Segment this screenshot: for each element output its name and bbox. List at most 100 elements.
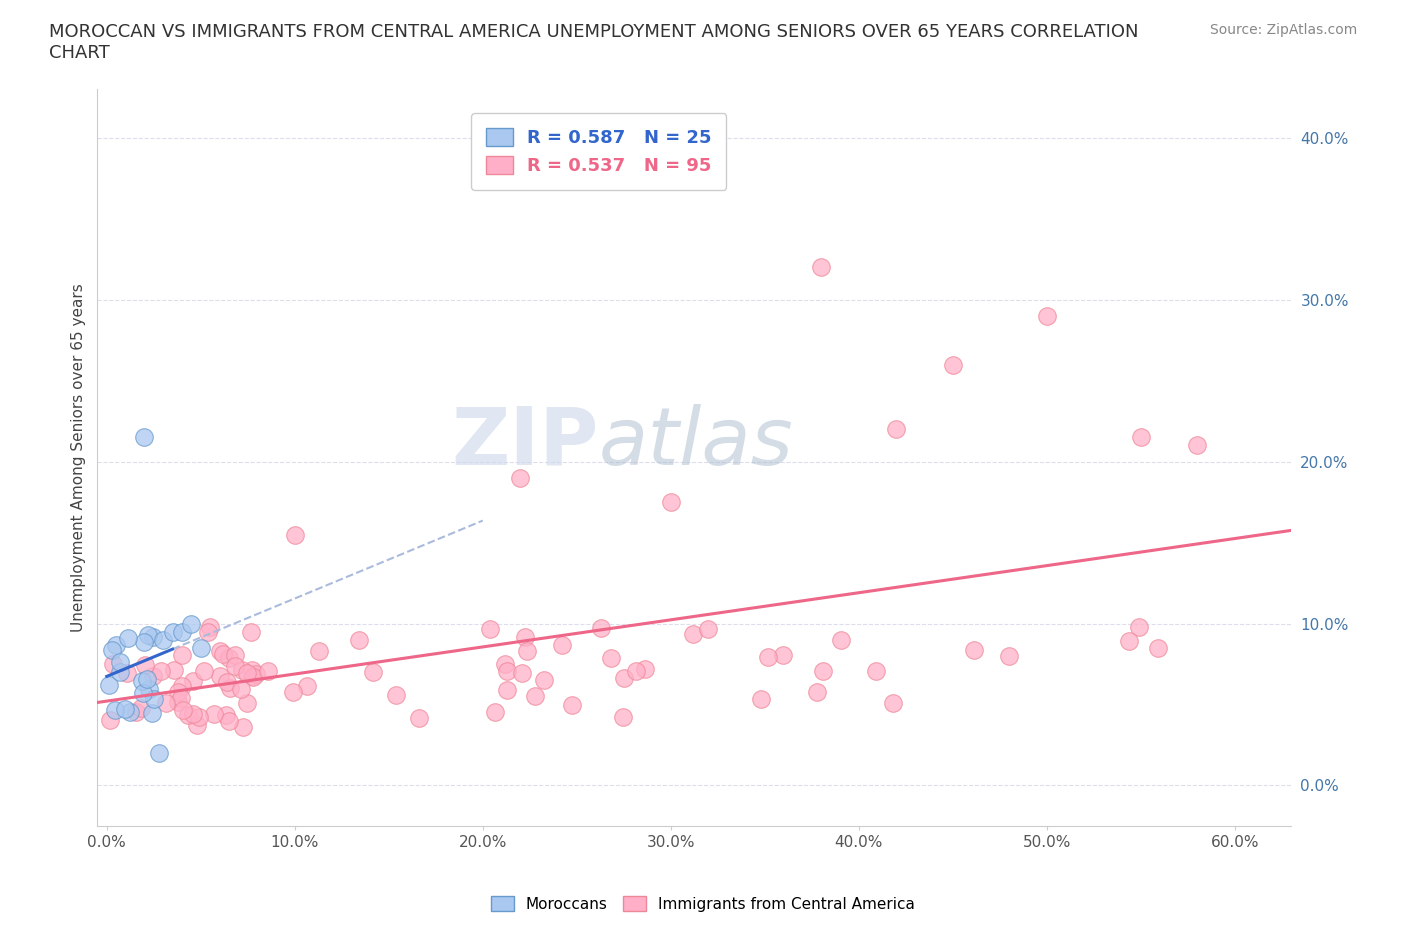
- Point: [235, 696, 257, 711]
- Point: [211, 646, 233, 661]
- Point: [634, 661, 657, 676]
- Point: [240, 663, 263, 678]
- Point: [218, 713, 240, 728]
- Point: [142, 668, 165, 683]
- Point: [810, 260, 832, 275]
- Point: [749, 692, 772, 707]
- Point: [478, 622, 501, 637]
- Point: [240, 669, 263, 684]
- Point: [148, 746, 170, 761]
- Point: [208, 644, 231, 658]
- Point: [591, 621, 613, 636]
- Point: [494, 657, 516, 671]
- Point: [104, 703, 127, 718]
- Y-axis label: Unemployment Among Seniors over 65 years: Unemployment Among Seniors over 65 years: [72, 284, 86, 632]
- Point: [193, 663, 215, 678]
- Point: [110, 664, 132, 679]
- Point: [208, 669, 231, 684]
- Point: [142, 630, 165, 644]
- Point: [134, 430, 156, 445]
- Point: [229, 681, 252, 696]
- Point: [149, 663, 172, 678]
- Point: [118, 704, 141, 719]
- Point: [772, 647, 794, 662]
- Legend: R = 0.587   N = 25, R = 0.537   N = 95: R = 0.587 N = 25, R = 0.537 N = 95: [471, 113, 727, 190]
- Point: [117, 666, 139, 681]
- Point: [176, 708, 198, 723]
- Point: [659, 495, 682, 510]
- Point: [181, 673, 204, 688]
- Text: MOROCCAN VS IMMIGRANTS FROM CENTRAL AMERICA UNEMPLOYMENT AMONG SENIORS OVER 65 Y: MOROCCAN VS IMMIGRANTS FROM CENTRAL AMER…: [49, 23, 1139, 62]
- Point: [173, 703, 195, 718]
- Point: [117, 631, 139, 646]
- Point: [257, 663, 280, 678]
- Point: [172, 647, 194, 662]
- Point: [1187, 438, 1209, 453]
- Point: [217, 675, 239, 690]
- Point: [215, 708, 238, 723]
- Point: [1129, 430, 1152, 445]
- Point: [281, 684, 304, 699]
- Point: [231, 662, 253, 677]
- Point: [561, 698, 583, 712]
- Point: [385, 687, 408, 702]
- Point: [197, 625, 219, 640]
- Point: [942, 357, 965, 372]
- Point: [132, 634, 155, 649]
- Point: [132, 685, 155, 700]
- Point: [218, 651, 240, 666]
- Point: [1036, 309, 1059, 324]
- Point: [129, 700, 152, 715]
- Point: [882, 696, 904, 711]
- Point: [114, 701, 136, 716]
- Point: [142, 692, 165, 707]
- Point: [98, 677, 121, 692]
- Point: [1118, 634, 1140, 649]
- Point: [224, 658, 246, 673]
- Point: [162, 624, 184, 639]
- Point: [186, 717, 208, 732]
- Point: [138, 682, 160, 697]
- Point: [155, 696, 177, 711]
- Point: [509, 471, 531, 485]
- Point: [998, 648, 1021, 663]
- Point: [551, 637, 574, 652]
- Text: ZIP: ZIP: [451, 404, 599, 482]
- Point: [190, 641, 212, 656]
- Point: [181, 706, 204, 721]
- Point: [235, 666, 257, 681]
- Point: [682, 627, 704, 642]
- Point: [626, 663, 648, 678]
- Point: [806, 684, 828, 699]
- Point: [1146, 641, 1168, 656]
- Point: [963, 643, 986, 658]
- Point: [219, 681, 242, 696]
- Point: [696, 621, 718, 636]
- Point: [170, 691, 193, 706]
- Point: [756, 650, 779, 665]
- Point: [105, 638, 128, 653]
- Point: [131, 673, 153, 688]
- Point: [138, 628, 160, 643]
- Point: [408, 711, 430, 725]
- Point: [200, 620, 222, 635]
- Point: [245, 667, 267, 682]
- Point: [510, 666, 533, 681]
- Point: [533, 673, 555, 688]
- Point: [125, 705, 148, 720]
- Point: [108, 655, 131, 670]
- Point: [495, 683, 517, 698]
- Text: Source: ZipAtlas.com: Source: ZipAtlas.com: [1209, 23, 1357, 37]
- Point: [167, 695, 190, 710]
- Point: [135, 671, 157, 686]
- Point: [484, 705, 506, 720]
- Point: [101, 657, 124, 671]
- Point: [232, 719, 254, 734]
- Point: [100, 643, 122, 658]
- Point: [613, 671, 636, 685]
- Point: [141, 705, 163, 720]
- Point: [134, 658, 156, 672]
- Point: [98, 712, 121, 727]
- Point: [240, 625, 263, 640]
- Point: [865, 664, 887, 679]
